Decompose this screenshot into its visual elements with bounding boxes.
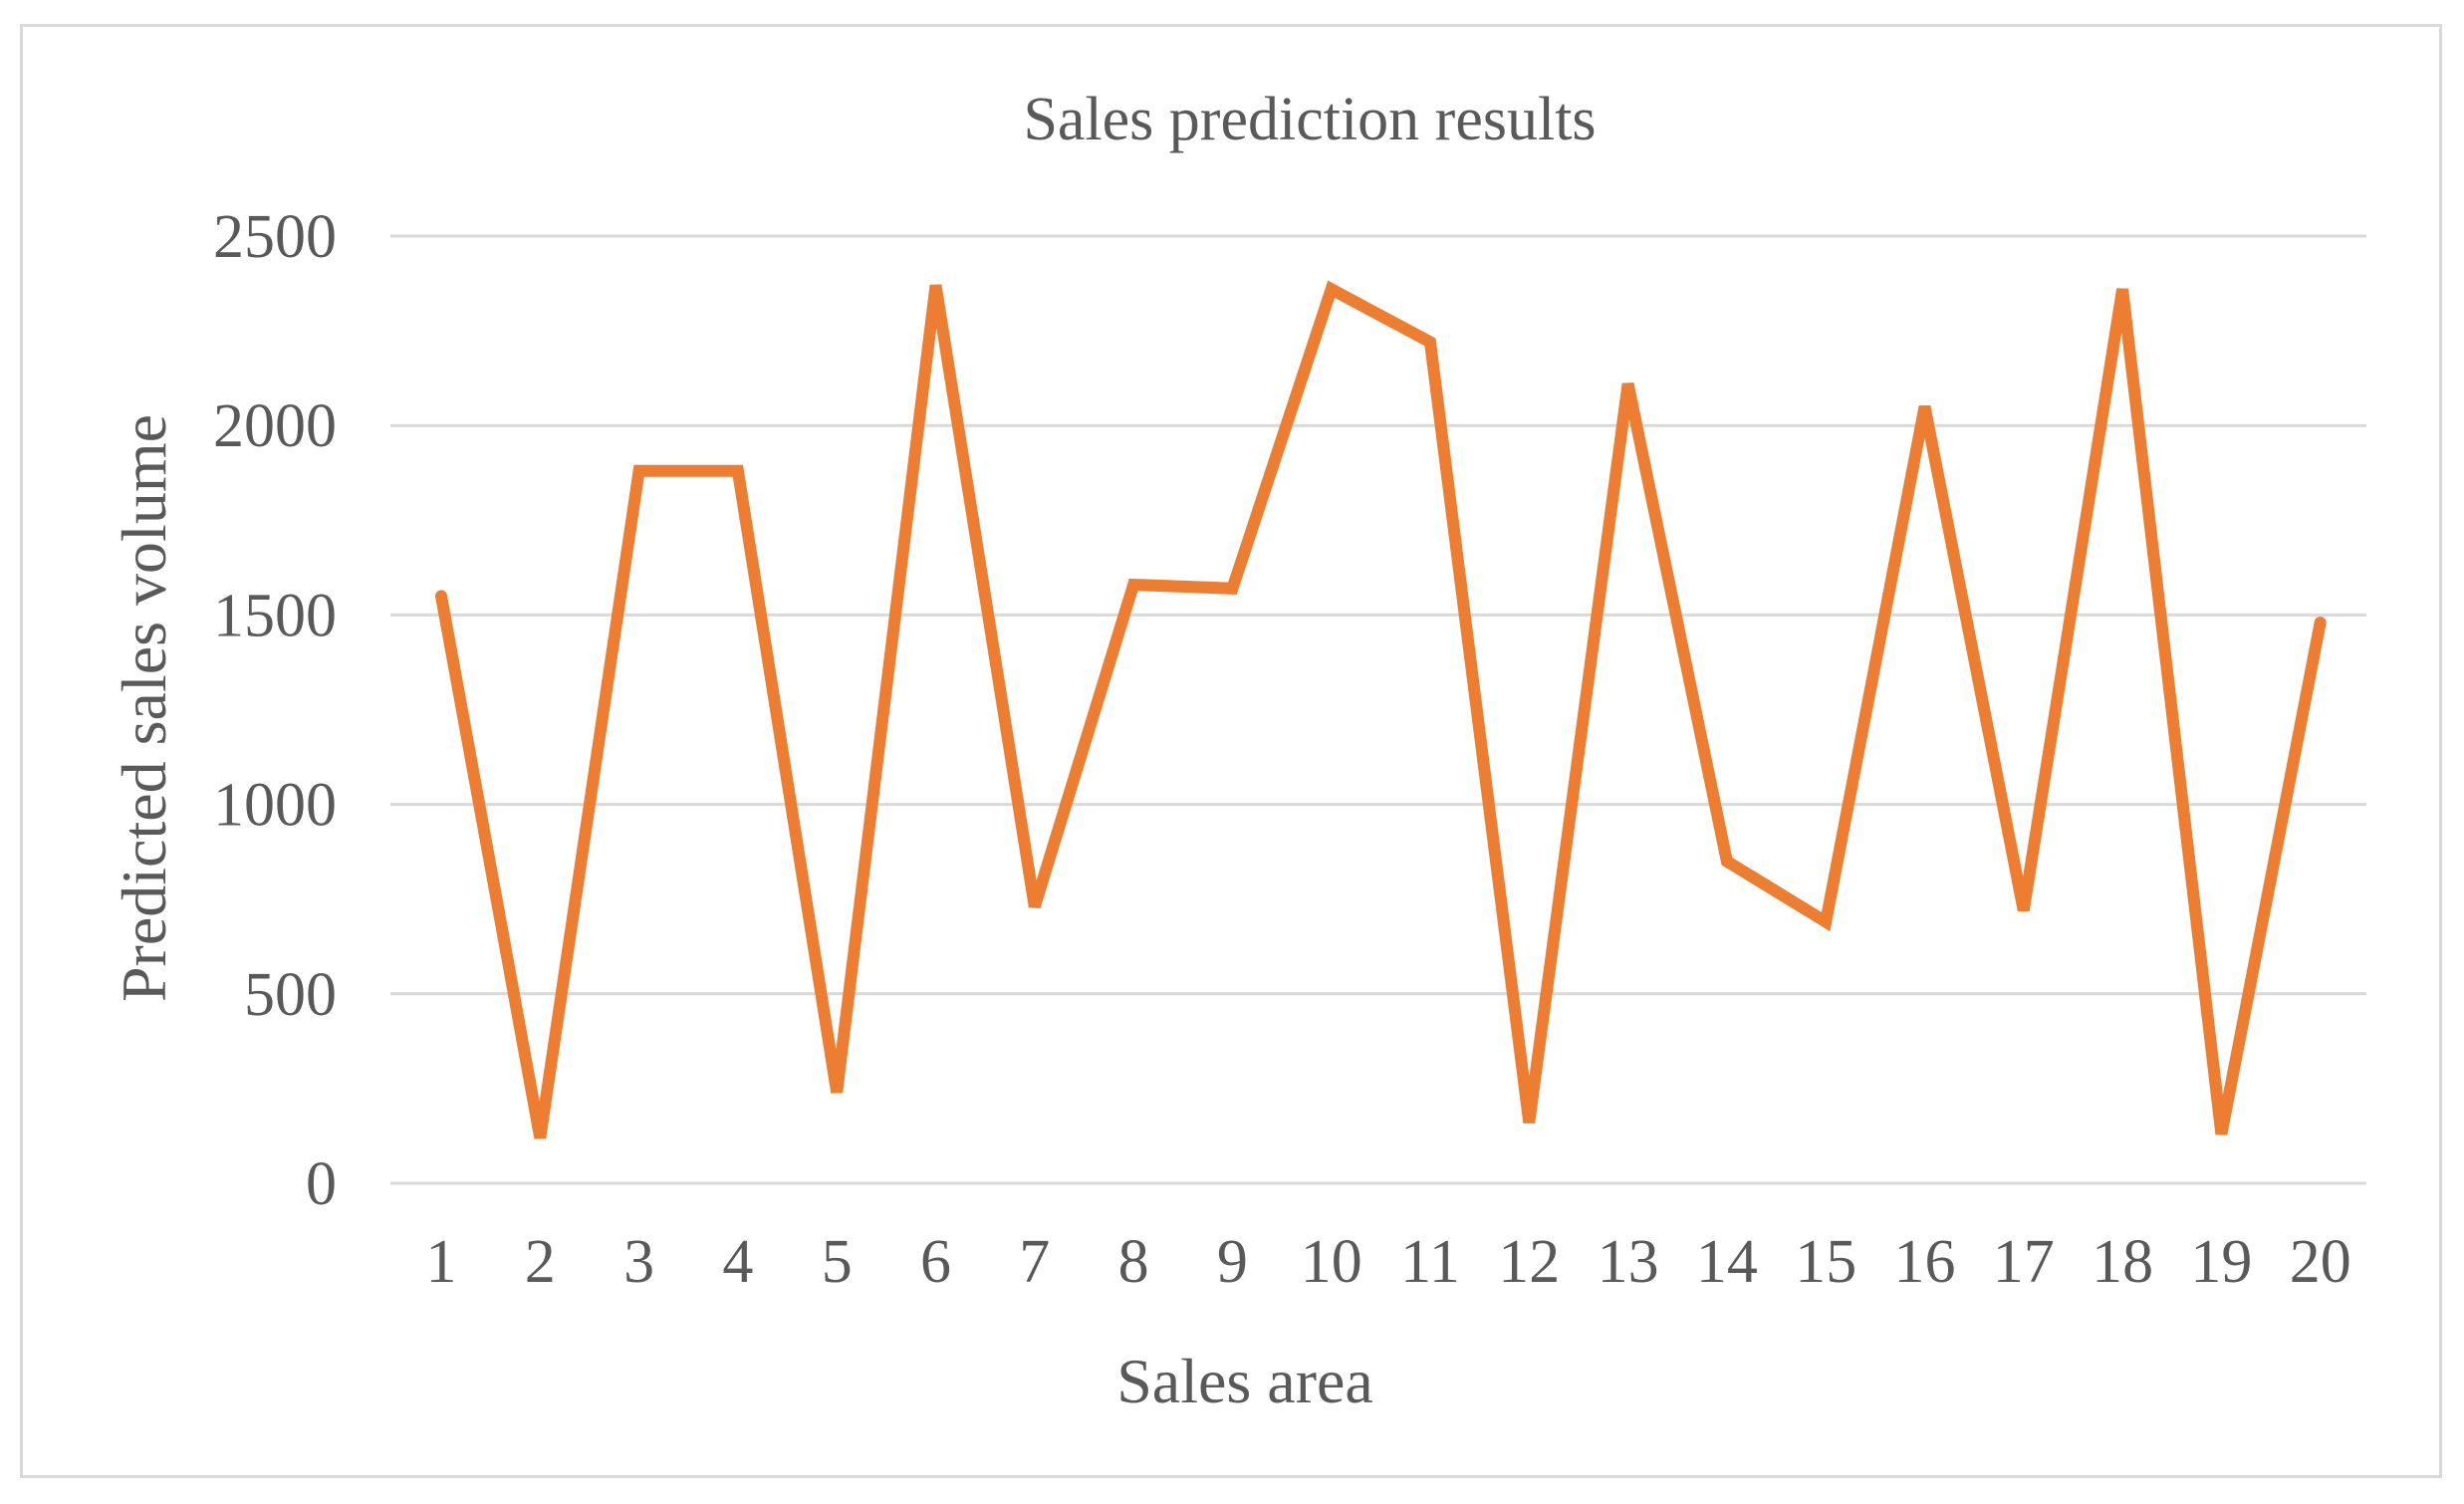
x-tick-label: 10 — [1301, 1228, 1362, 1296]
series — [435, 280, 2327, 1139]
x-tick-label: 5 — [822, 1228, 853, 1296]
x-tick-label: 2 — [525, 1228, 556, 1296]
x-tick-label: 7 — [1019, 1228, 1050, 1296]
x-axis-title: Sales area — [1116, 1346, 1373, 1416]
y-tick-label: 1000 — [213, 772, 337, 840]
chart-title: Sales prediction results — [1023, 86, 1596, 153]
x-tick-label: 1 — [426, 1228, 457, 1296]
x-tick-label: 9 — [1217, 1228, 1248, 1296]
x-tick-label: 17 — [1993, 1228, 2055, 1296]
y-axis-ticks: 0 500 1000 1500 2000 2500 — [213, 203, 337, 1218]
x-tick-label: 4 — [722, 1228, 753, 1296]
x-tick-label: 16 — [1894, 1228, 1956, 1296]
x-tick-label: 12 — [1498, 1228, 1560, 1296]
y-tick-label: 2000 — [213, 392, 337, 460]
x-tick-label: 19 — [2190, 1228, 2252, 1296]
y-tick-label: 0 — [306, 1150, 337, 1218]
series-line-0 — [435, 280, 2327, 1139]
x-tick-label: 3 — [623, 1228, 654, 1296]
y-axis-title: Predicted sales volume — [109, 414, 179, 1002]
x-tick-label: 20 — [2290, 1228, 2351, 1296]
x-axis-ticks: 1 2 3 4 5 6 7 8 9 10 11 12 13 14 15 16 17 18 19 20 — [426, 1228, 2351, 1296]
x-tick-label: 8 — [1118, 1228, 1149, 1296]
y-tick-label: 2500 — [213, 203, 337, 271]
y-tick-label: 500 — [244, 961, 337, 1029]
x-tick-label: 11 — [1400, 1228, 1460, 1296]
x-tick-label: 15 — [1795, 1228, 1856, 1296]
gridlines — [390, 234, 2366, 1185]
chart-frame — [20, 24, 2442, 1478]
x-tick-label: 18 — [2092, 1228, 2153, 1296]
x-tick-label: 14 — [1696, 1228, 1758, 1296]
y-tick-label: 1500 — [213, 582, 337, 649]
x-tick-label: 13 — [1598, 1228, 1659, 1296]
x-tick-label: 6 — [920, 1228, 951, 1296]
